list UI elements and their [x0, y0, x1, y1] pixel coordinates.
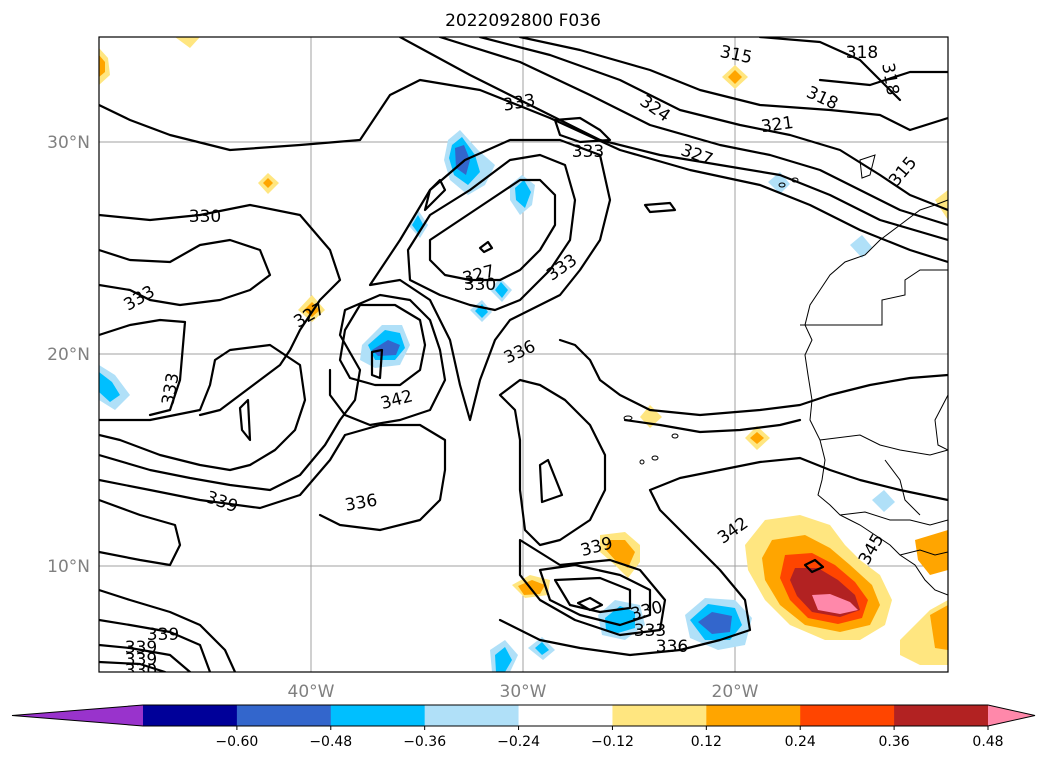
map-frame — [98, 36, 949, 673]
colorbar-box — [894, 705, 989, 726]
colorbar-extend-min — [12, 705, 143, 726]
colorbar-box — [518, 705, 613, 726]
colorbar-tick-label: −0.36 — [403, 734, 446, 750]
colorbar-tick-label: −0.12 — [591, 734, 634, 750]
map-panel: 315 318 318 318 321 324 327 333 333 330 … — [98, 36, 949, 681]
contour-label: 339 — [147, 625, 179, 645]
colorbar-tick-label: 0.36 — [879, 734, 910, 750]
lon-label-20w: 20°W — [712, 682, 759, 702]
colorbar-tick-label: 0.24 — [785, 734, 816, 750]
colorbar-box — [424, 705, 520, 726]
contour-label: 330 — [464, 275, 496, 295]
colorbar-tick-label: −0.60 — [215, 734, 258, 750]
colorbar-tick-label: −0.48 — [309, 734, 352, 750]
contour-label: 333 — [634, 621, 666, 641]
contour-labels: 315 318 318 318 321 324 327 333 333 330 … — [120, 42, 921, 681]
colorbar-box — [143, 705, 238, 726]
latitude-labels: 30°N 20°N 10°N — [47, 133, 90, 577]
contour-label: 339 — [125, 650, 157, 670]
colorbar-extend-max — [988, 705, 1035, 726]
colorbar-box — [330, 705, 426, 726]
longitude-labels: 40°W 30°W 20°W — [288, 682, 759, 702]
lat-label-20n: 20°N — [47, 345, 90, 365]
shaded-anomalies — [99, 37, 948, 672]
contour-label: 330 — [125, 661, 157, 681]
colorbar-box — [706, 705, 801, 726]
contour-label: 336 — [656, 637, 688, 657]
lat-label-30n: 30°N — [47, 133, 90, 153]
colorbar-tick-label: 0.12 — [691, 734, 722, 750]
contour-label: 330 — [189, 207, 221, 227]
colorbar-box — [612, 705, 707, 726]
contour-label: 333 — [572, 142, 604, 162]
contour-label: 339 — [125, 638, 157, 658]
colorbar: −0.60 −0.48 −0.36 −0.24 −0.12 0.12 0.24 0.36 0.4… — [11, 704, 1036, 750]
lat-label-10n: 10°N — [47, 557, 90, 577]
contour-label: 318 — [846, 43, 878, 63]
colorbar-box — [800, 705, 895, 726]
figure-title: 2022092800 F036 — [445, 11, 601, 31]
contour-lines — [99, 37, 948, 672]
lon-label-40w: 40°W — [288, 682, 335, 702]
colorbar-box — [236, 705, 332, 726]
lon-label-30w: 30°W — [500, 682, 547, 702]
colorbar-tick-label: 0.48 — [972, 734, 1003, 750]
contour-label: 321 — [760, 113, 795, 137]
colorbar-outline — [11, 704, 1036, 727]
colorbar-tick-label: −0.24 — [497, 734, 540, 750]
